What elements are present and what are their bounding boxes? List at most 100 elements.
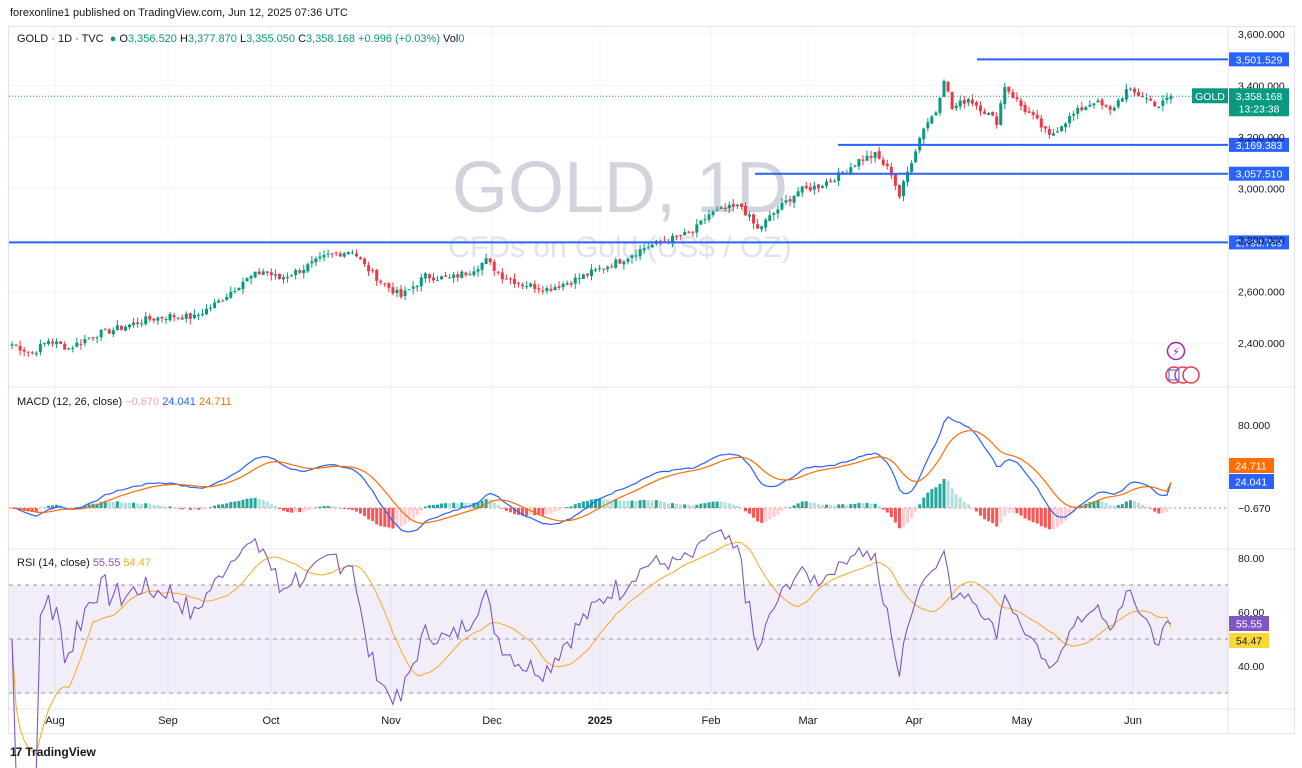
macd-histogram-bar: [302, 508, 306, 512]
candle-body: [995, 116, 999, 125]
rsi-label[interactable]: RSI (14, close): [17, 557, 90, 569]
macd-histogram-bar: [687, 504, 691, 508]
time-axis-label: Feb: [702, 715, 721, 727]
candle-body: [966, 99, 970, 103]
candle-body: [565, 283, 569, 285]
candle-body: [679, 235, 683, 237]
macd-histogram-bar: [395, 508, 399, 528]
candle-body: [233, 291, 237, 293]
time-axis-label: 2025: [588, 715, 612, 727]
macd-histogram-bar: [480, 500, 484, 508]
macd-histogram-bar: [837, 504, 841, 508]
macd-histogram-bar: [476, 502, 480, 508]
macd-histogram-bar: [926, 492, 930, 508]
macd-histogram-bar: [196, 508, 200, 510]
event-icons[interactable]: ⚡: [1165, 341, 1200, 384]
macd-histogram-bar: [703, 503, 707, 508]
macd-histogram-bar: [946, 480, 950, 508]
candle-body: [784, 200, 788, 203]
candle-body: [735, 204, 739, 207]
tradingview-brand: TradingView: [25, 745, 96, 759]
candle-body: [687, 231, 691, 233]
candle-body: [91, 337, 95, 339]
candle-body: [788, 199, 792, 202]
candle-body: [83, 339, 87, 344]
candle-body: [338, 253, 342, 257]
macd-histogram-bar: [387, 508, 391, 528]
candle-body: [1003, 87, 1007, 105]
chart-frame[interactable]: [8, 26, 1295, 734]
macd-histogram-bar: [330, 506, 334, 508]
candle-body: [136, 322, 140, 324]
candle-body: [1169, 96, 1173, 100]
macd-histogram-bar: [452, 502, 456, 508]
macd-histogram-bar: [942, 479, 946, 508]
macd-histogram-bar: [893, 508, 897, 523]
rsi-legend: RSI (14, close) 55.55 54.47: [17, 557, 151, 569]
macd-histogram-bar: [87, 504, 91, 508]
candle-body: [306, 264, 310, 272]
macd-histogram-bar: [1043, 508, 1047, 528]
macd-label[interactable]: MACD (12, 26, close): [17, 396, 123, 408]
macd-histogram-bar: [342, 508, 346, 509]
macd-histogram-bar: [132, 502, 136, 508]
candle-body: [881, 159, 885, 165]
macd-histogram-bar: [1035, 508, 1039, 524]
candle-body: [699, 220, 703, 225]
candle-body: [444, 275, 448, 277]
macd-histogram-bar: [504, 508, 508, 511]
candle-body: [833, 181, 837, 183]
macd-histogram-bar: [229, 502, 233, 508]
macd-histogram-bar: [978, 508, 982, 516]
macd-histogram-bar: [1112, 505, 1116, 508]
macd-histogram-bar: [310, 508, 314, 509]
macd-histogram-bar: [318, 506, 322, 508]
macd-histogram-bar: [257, 499, 261, 508]
macd-histogram-bar: [103, 500, 107, 508]
macd-histogram-bar: [180, 508, 184, 510]
candle-body: [164, 319, 168, 321]
macd-histogram-bar: [800, 501, 804, 508]
candle-body: [496, 271, 500, 273]
candle-body: [115, 325, 119, 331]
macd-histogram-bar: [460, 502, 464, 508]
candle-body: [1060, 126, 1064, 132]
close-value: 3,358.168: [306, 33, 355, 45]
macd-histogram-bar: [492, 502, 496, 508]
macd-histogram-bar: [877, 506, 881, 508]
candle-body: [346, 252, 350, 255]
candle-body: [772, 213, 776, 215]
macd-histogram-bar: [67, 507, 71, 509]
macd-histogram-bar: [970, 507, 974, 509]
candle-body: [671, 235, 675, 244]
macd-histogram-bar: [237, 501, 241, 508]
rsi-value: 55.55: [92, 557, 121, 569]
tradingview-logo[interactable]: 17 TradingView: [10, 745, 96, 759]
candle-body: [464, 272, 468, 275]
symbol-label[interactable]: GOLD · 1D · TVC: [17, 33, 104, 45]
macd-histogram-bar: [768, 508, 772, 520]
macd-histogram-bar: [780, 508, 784, 512]
candle-body: [553, 287, 557, 291]
macd-histogram-bar: [326, 505, 330, 508]
candle-body: [407, 289, 411, 291]
current-price-badge: [1229, 88, 1289, 117]
candle-body: [800, 186, 804, 193]
macd-histogram-bar: [934, 487, 938, 508]
macd-histogram-bar: [938, 483, 942, 508]
candle-body: [399, 288, 403, 297]
macd-histogram-bar: [148, 503, 152, 508]
candle-body: [537, 288, 541, 290]
candle-body: [298, 270, 302, 273]
macd-histogram-bar: [825, 504, 829, 508]
candle-body: [711, 211, 715, 215]
candle-body: [804, 185, 808, 188]
candle-body: [610, 266, 614, 268]
candle-body: [375, 269, 379, 281]
macd-histogram-bar: [1100, 501, 1104, 508]
macd-histogram-bar: [249, 498, 253, 508]
macd-histogram-bar: [1060, 508, 1064, 525]
candle-body: [229, 291, 233, 298]
candle-body: [508, 278, 512, 280]
